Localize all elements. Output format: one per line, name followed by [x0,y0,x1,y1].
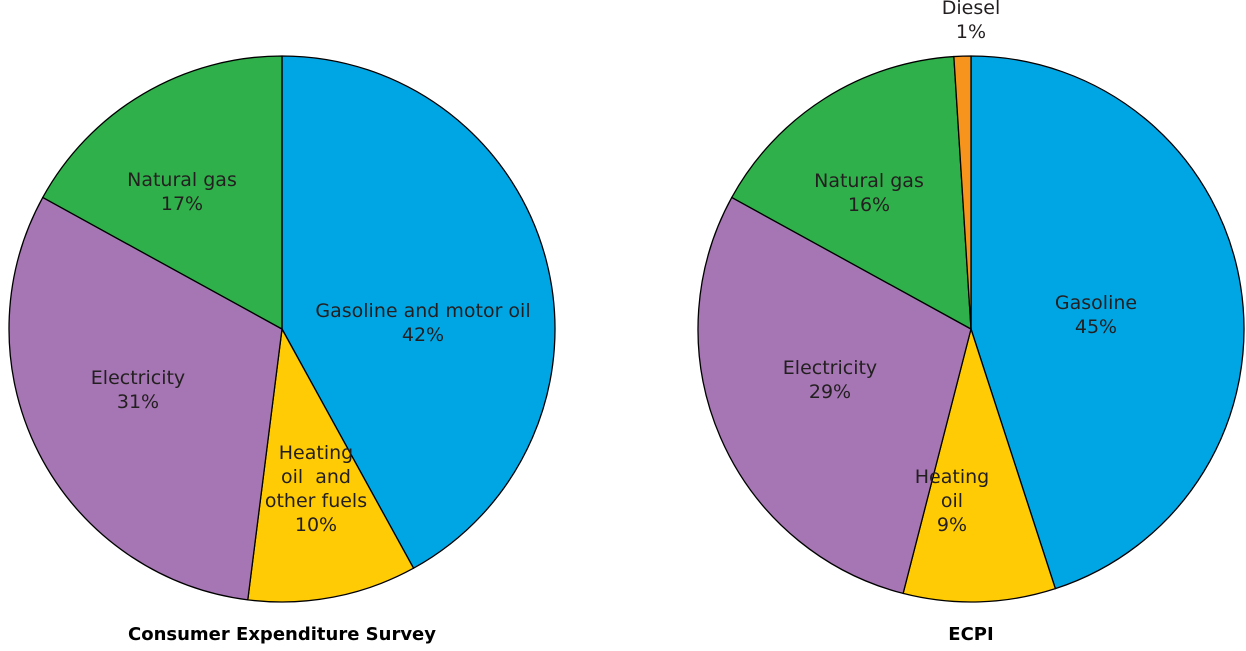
slice-label-diesel: Diesel 1% [942,0,1000,43]
pie-slice-gasoline-and-motor-oil [281,55,556,569]
pie-slice-gasoline [970,55,1245,590]
pie-slice-natural-gas [42,55,283,330]
pie-chart-ecpi: Gasoline 45% Heating oil 9% Electricity 29% Nat… [697,0,1245,603]
pie-slice-electricity [697,196,972,595]
chart-title-consumer-expenditure-survey: Consumer Expenditure Survey [128,624,436,645]
slice-label-gasoline: Gasoline 45% [1055,292,1137,338]
slice-label-heating: Heating oil and other fuels 10% [265,442,367,536]
slice-label-heating: Heating oil 9% [915,466,989,536]
slice-label-natural-gas: Natural gas 17% [127,169,237,215]
pie-slice-diesel [953,55,972,330]
slice-label-gasoline-and-motor-oil: Gasoline and motor oil 42% [315,300,530,346]
slice-label-electricity: Electricity 29% [783,357,877,403]
slice-label-electricity: Electricity 31% [91,367,185,413]
pie-chart-consumer-expenditure-survey: Gasoline and motor oil 42% Heating oil and o… [8,55,556,603]
pie-slice-heating [902,328,1057,603]
pie-slice-natural-gas [731,55,972,330]
pie-slice-heating [247,328,415,603]
slice-label-natural-gas: Natural gas 16% [814,170,924,216]
pie-slice-electricity [8,196,283,601]
chart-title-ecpi: ECPI [948,624,993,645]
